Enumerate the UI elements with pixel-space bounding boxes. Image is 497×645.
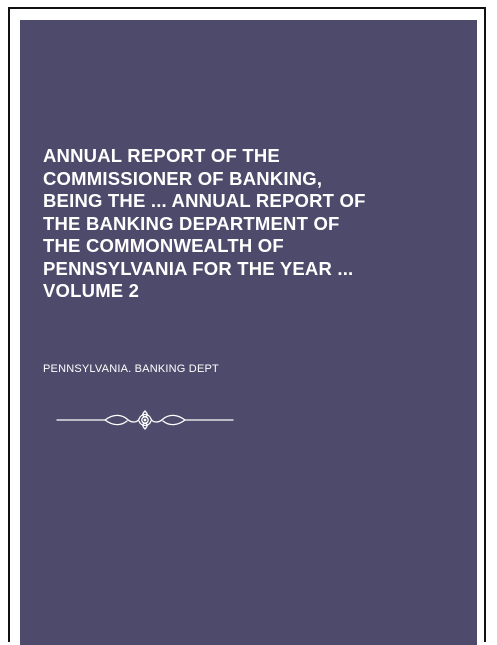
title-line-2: COMMISSIONER OF BANKING, bbox=[43, 167, 323, 189]
title-line-6: PENNSYLVANIA FOR THE YEAR ... bbox=[43, 257, 354, 279]
flourish-ornament-icon bbox=[56, 410, 234, 430]
book-title: ANNUAL REPORT OF THE COMMISSIONER OF BAN… bbox=[43, 145, 443, 303]
author-name: PENNSYLVANIA. BANKING DEPT bbox=[43, 363, 219, 375]
title-line-4: THE BANKING DEPARTMENT OF bbox=[43, 212, 340, 234]
title-line-1: ANNUAL REPORT OF THE bbox=[43, 145, 280, 166]
title-line-5: THE COMMONWEALTH OF bbox=[43, 235, 284, 256]
volume-label: VOLUME 2 bbox=[43, 280, 140, 301]
book-cover bbox=[20, 20, 477, 645]
title-line-3: BEING THE ... ANNUAL REPORT OF bbox=[43, 190, 366, 211]
